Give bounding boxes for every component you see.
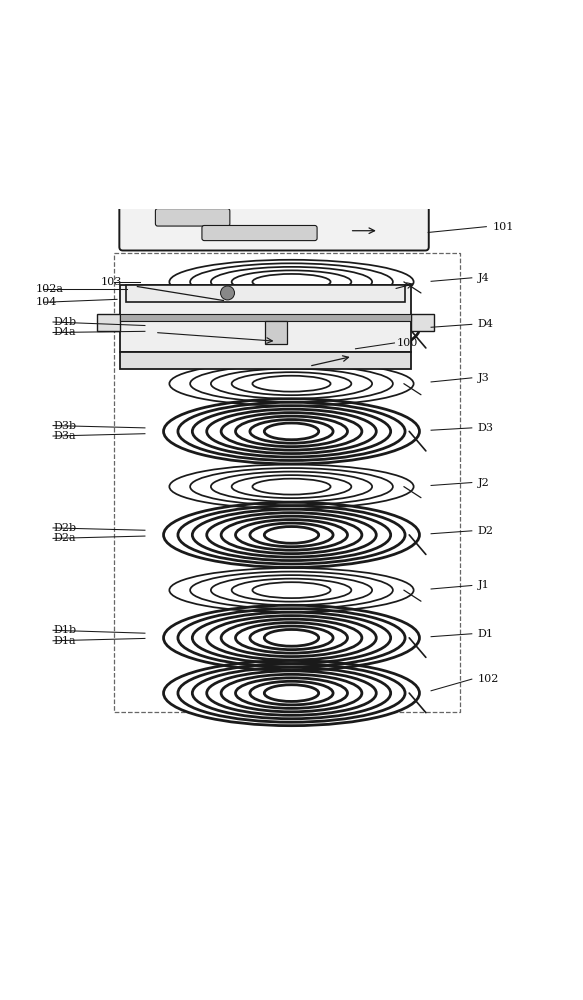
Ellipse shape [170, 260, 413, 304]
Ellipse shape [207, 616, 376, 660]
Text: J2: J2 [477, 478, 489, 488]
Ellipse shape [221, 310, 362, 347]
Ellipse shape [190, 263, 393, 300]
Ellipse shape [178, 402, 405, 460]
Ellipse shape [252, 479, 331, 495]
Text: 102: 102 [477, 674, 499, 684]
Text: J1: J1 [477, 580, 489, 590]
Bar [411, 314, 434, 331]
Ellipse shape [236, 313, 347, 344]
Ellipse shape [252, 274, 331, 290]
Bar [120, 314, 411, 321]
Text: D3: D3 [477, 423, 494, 433]
Ellipse shape [207, 671, 376, 715]
Text: D3a: D3a [53, 431, 76, 441]
Ellipse shape [264, 423, 319, 440]
Ellipse shape [211, 472, 372, 502]
Text: J3: J3 [477, 373, 489, 383]
Ellipse shape [221, 413, 362, 450]
Ellipse shape [264, 629, 319, 646]
Ellipse shape [250, 681, 333, 705]
Ellipse shape [192, 612, 391, 663]
Ellipse shape [190, 572, 393, 609]
Ellipse shape [211, 267, 372, 297]
Ellipse shape [231, 475, 352, 498]
Ellipse shape [178, 506, 405, 564]
Ellipse shape [164, 399, 419, 464]
Ellipse shape [192, 509, 391, 561]
Ellipse shape [250, 420, 333, 443]
Ellipse shape [236, 623, 347, 653]
Text: D3b: D3b [53, 421, 76, 431]
Ellipse shape [236, 520, 347, 550]
FancyBboxPatch shape [120, 194, 429, 250]
Ellipse shape [207, 306, 376, 351]
Ellipse shape [170, 465, 413, 509]
Bar [97, 314, 120, 331]
Text: 101: 101 [492, 222, 514, 232]
Ellipse shape [221, 516, 362, 554]
Ellipse shape [164, 502, 419, 567]
Ellipse shape [178, 299, 405, 358]
Text: D1b: D1b [53, 625, 76, 635]
Text: 103: 103 [101, 277, 122, 287]
Ellipse shape [170, 568, 413, 612]
Ellipse shape [264, 527, 319, 543]
Ellipse shape [192, 406, 391, 457]
Ellipse shape [211, 369, 372, 399]
FancyBboxPatch shape [156, 209, 230, 226]
Ellipse shape [192, 303, 391, 354]
Ellipse shape [250, 626, 333, 650]
Text: D2: D2 [477, 526, 494, 536]
FancyBboxPatch shape [202, 225, 317, 241]
Ellipse shape [207, 409, 376, 454]
Ellipse shape [231, 372, 352, 395]
Text: J4: J4 [477, 273, 489, 283]
Bar [120, 352, 411, 369]
Ellipse shape [221, 619, 362, 657]
Ellipse shape [231, 579, 352, 602]
Ellipse shape [250, 523, 333, 547]
Ellipse shape [264, 320, 319, 337]
Text: D2a: D2a [53, 533, 76, 543]
Ellipse shape [190, 365, 393, 402]
Ellipse shape [264, 685, 319, 701]
Ellipse shape [178, 609, 405, 667]
Text: 100: 100 [396, 338, 417, 348]
Ellipse shape [207, 513, 376, 557]
Text: 104: 104 [36, 297, 57, 307]
Ellipse shape [236, 416, 347, 447]
Bar [265, 321, 287, 344]
Text: D4a: D4a [53, 327, 76, 337]
Ellipse shape [252, 582, 331, 598]
Ellipse shape [164, 661, 419, 726]
Text: D4: D4 [477, 319, 494, 329]
Ellipse shape [190, 468, 393, 505]
Text: D1: D1 [477, 629, 494, 639]
Text: 102a: 102a [36, 284, 64, 294]
Ellipse shape [170, 362, 413, 406]
Bar [120, 285, 411, 352]
Ellipse shape [178, 664, 405, 722]
Ellipse shape [192, 667, 391, 719]
Circle shape [220, 286, 234, 300]
Text: D1a: D1a [53, 636, 76, 646]
Ellipse shape [252, 376, 331, 392]
Bar [126, 285, 405, 302]
Ellipse shape [236, 678, 347, 708]
Text: D2b: D2b [53, 523, 76, 533]
Ellipse shape [164, 605, 419, 670]
Ellipse shape [250, 317, 333, 340]
Ellipse shape [164, 296, 419, 361]
Ellipse shape [231, 270, 352, 293]
Ellipse shape [211, 575, 372, 605]
Text: D4b: D4b [53, 317, 76, 327]
Ellipse shape [221, 674, 362, 712]
